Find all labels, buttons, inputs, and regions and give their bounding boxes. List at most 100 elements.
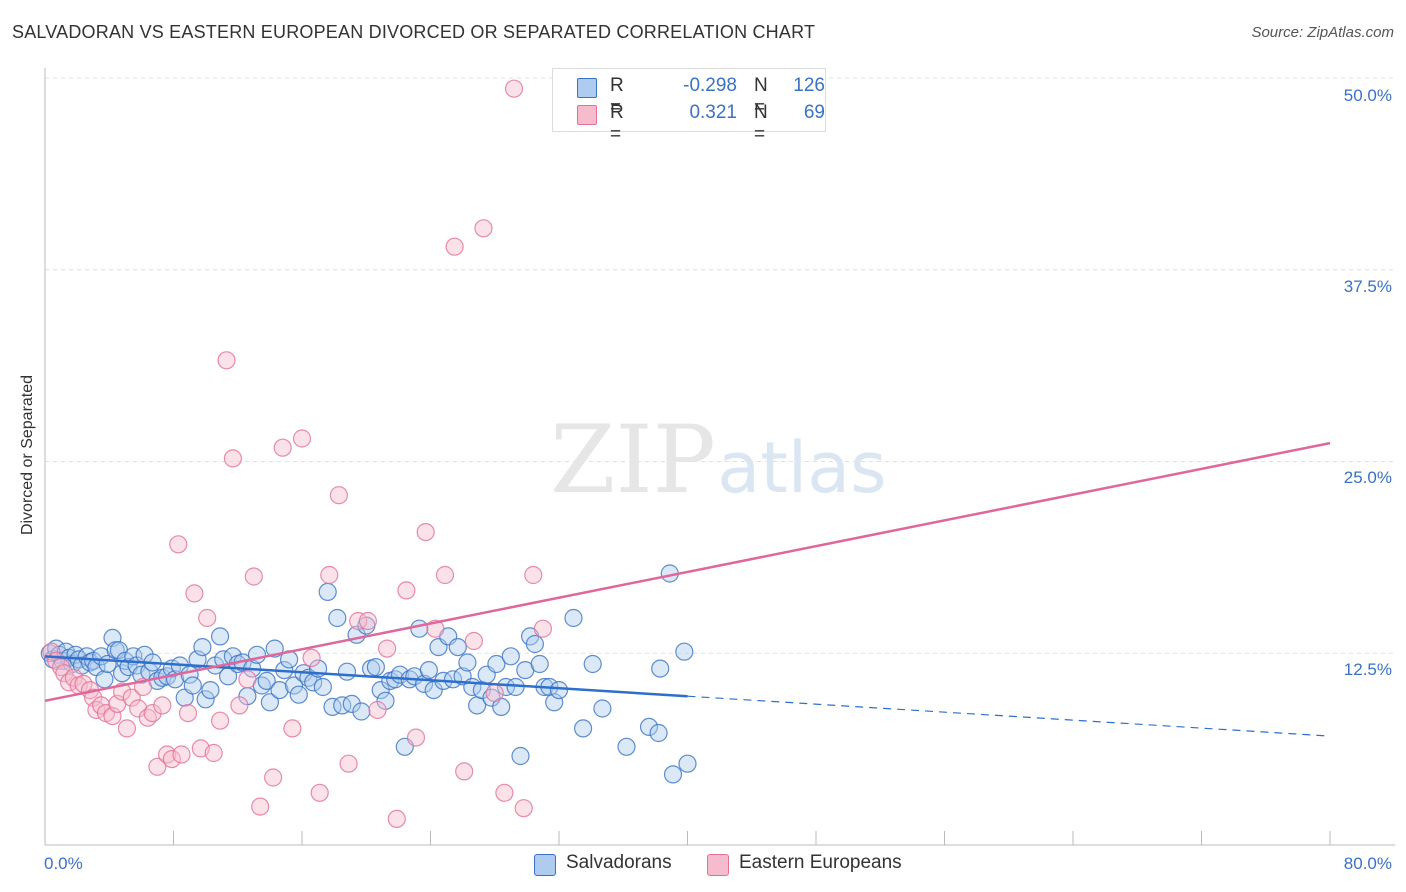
eastern-european-point xyxy=(435,565,455,585)
salvadoran-point xyxy=(525,634,545,654)
legend-r-value: 0.321 xyxy=(689,102,737,123)
eastern-european-point xyxy=(358,611,377,631)
y-tick-label-12-5: 12.5% xyxy=(1343,660,1392,679)
salvadoran-point xyxy=(196,690,215,709)
eastern-european-point xyxy=(474,219,493,238)
eastern-european-point xyxy=(162,749,181,769)
bottom-legend-label-salvadorans: Salvadorans xyxy=(566,852,672,873)
salvadoran-point xyxy=(342,694,361,714)
eastern-european-point xyxy=(148,757,167,776)
watermark-atlas: atlas xyxy=(717,427,886,509)
eastern-european-point xyxy=(172,745,191,764)
salvadoran-point xyxy=(617,737,636,756)
eastern-european-point xyxy=(368,700,387,720)
salvadoran-point xyxy=(564,608,583,628)
eastern-european-point xyxy=(292,429,312,448)
legend-swatch-salvadorans xyxy=(577,78,597,98)
salvadorans-trend-extension xyxy=(687,695,1331,737)
salvadoran-point xyxy=(549,680,569,700)
salvadoran-point xyxy=(352,702,371,721)
salvadoran-point xyxy=(289,685,308,704)
salvadoran-point xyxy=(333,696,352,715)
eastern-european-point xyxy=(122,688,141,707)
salvadoran-point xyxy=(651,659,670,678)
eastern-european-point xyxy=(455,762,474,781)
salvadoran-point xyxy=(639,717,659,737)
salvadorans-trend-line xyxy=(44,655,688,698)
salvadoran-point xyxy=(419,660,438,680)
eastern-europeans-trend-line xyxy=(44,441,1331,703)
eastern-european-point xyxy=(185,584,204,603)
legend-r-value: -0.298 xyxy=(683,75,737,96)
eastern-european-point xyxy=(178,703,198,723)
legend-r-label: R = xyxy=(610,75,624,118)
bottom-legend-swatch-eastern-europeans xyxy=(707,854,729,876)
salvadoran-point xyxy=(530,654,549,674)
salvadoran-point xyxy=(95,670,114,689)
legend-swatch-eastern-europeans xyxy=(577,105,597,125)
eastern-european-point xyxy=(55,664,74,683)
watermark-zip: ZIP xyxy=(550,406,716,515)
eastern-european-point xyxy=(485,683,504,703)
eastern-european-point xyxy=(211,711,230,730)
eastern-european-point xyxy=(406,728,426,747)
salvadoran-point xyxy=(675,642,694,661)
eastern-european-point xyxy=(514,799,533,818)
eastern-european-point xyxy=(464,631,483,651)
eastern-european-point xyxy=(339,754,358,773)
eastern-european-point xyxy=(238,670,257,689)
eastern-europeans-points xyxy=(42,79,553,829)
eastern-european-point xyxy=(204,743,223,763)
salvadoran-point xyxy=(487,654,506,674)
watermark: ZIP atlas xyxy=(550,406,886,515)
salvadoran-point xyxy=(496,677,516,697)
stats-legend: R = -0.298 N = 126 R = 0.321 N = 69 xyxy=(552,68,826,145)
eastern-european-point xyxy=(153,696,172,715)
salvadoran-point xyxy=(573,719,593,738)
eastern-european-point xyxy=(504,79,524,98)
salvadoran-point xyxy=(649,723,668,743)
eastern-european-point xyxy=(129,699,148,718)
salvadoran-point xyxy=(313,677,332,697)
x-tick-label-max: 80.0% xyxy=(1343,854,1392,873)
eastern-european-point xyxy=(223,449,242,468)
eastern-european-point xyxy=(416,522,435,542)
salvadoran-point xyxy=(260,693,279,712)
salvadoran-point xyxy=(270,680,289,700)
eastern-european-point xyxy=(495,783,514,802)
salvadoran-point xyxy=(583,654,602,674)
salvadoran-point xyxy=(337,662,357,681)
eastern-european-point xyxy=(283,719,302,738)
salvadoran-point xyxy=(328,608,347,628)
salvadoran-point xyxy=(193,637,212,657)
trend-lines xyxy=(44,441,1331,737)
salvadoran-point xyxy=(201,680,220,700)
eastern-european-point xyxy=(349,611,368,631)
salvadoran-point xyxy=(371,680,390,700)
eastern-european-point xyxy=(117,719,137,738)
eastern-european-point xyxy=(273,438,292,457)
eastern-european-point xyxy=(169,535,188,554)
salvadoran-point xyxy=(663,765,683,784)
salvadoran-point xyxy=(410,619,429,638)
y-tick-label-25: 25.0% xyxy=(1343,468,1392,487)
eastern-european-point xyxy=(264,768,283,787)
eastern-european-point xyxy=(320,565,339,585)
eastern-european-point xyxy=(143,703,162,723)
eastern-european-point xyxy=(302,648,321,668)
eastern-european-point xyxy=(387,809,406,829)
eastern-european-point xyxy=(198,608,217,628)
eastern-european-point xyxy=(244,567,263,586)
y-tick-label-37-5: 37.5% xyxy=(1343,277,1392,296)
salvadoran-point xyxy=(284,676,304,695)
eastern-european-point xyxy=(217,351,236,370)
x-tick-label-min: 0.0% xyxy=(44,854,83,873)
legend-r-label: R = xyxy=(610,102,624,145)
salvadoran-point xyxy=(458,653,477,672)
legend-n-value: 126 xyxy=(793,75,825,96)
bottom-legend-label-eastern-europeans: Eastern Europeans xyxy=(739,852,902,873)
salvadoran-point xyxy=(366,657,385,677)
salvadoran-point xyxy=(501,647,520,666)
legend-n-value: 69 xyxy=(803,102,825,123)
